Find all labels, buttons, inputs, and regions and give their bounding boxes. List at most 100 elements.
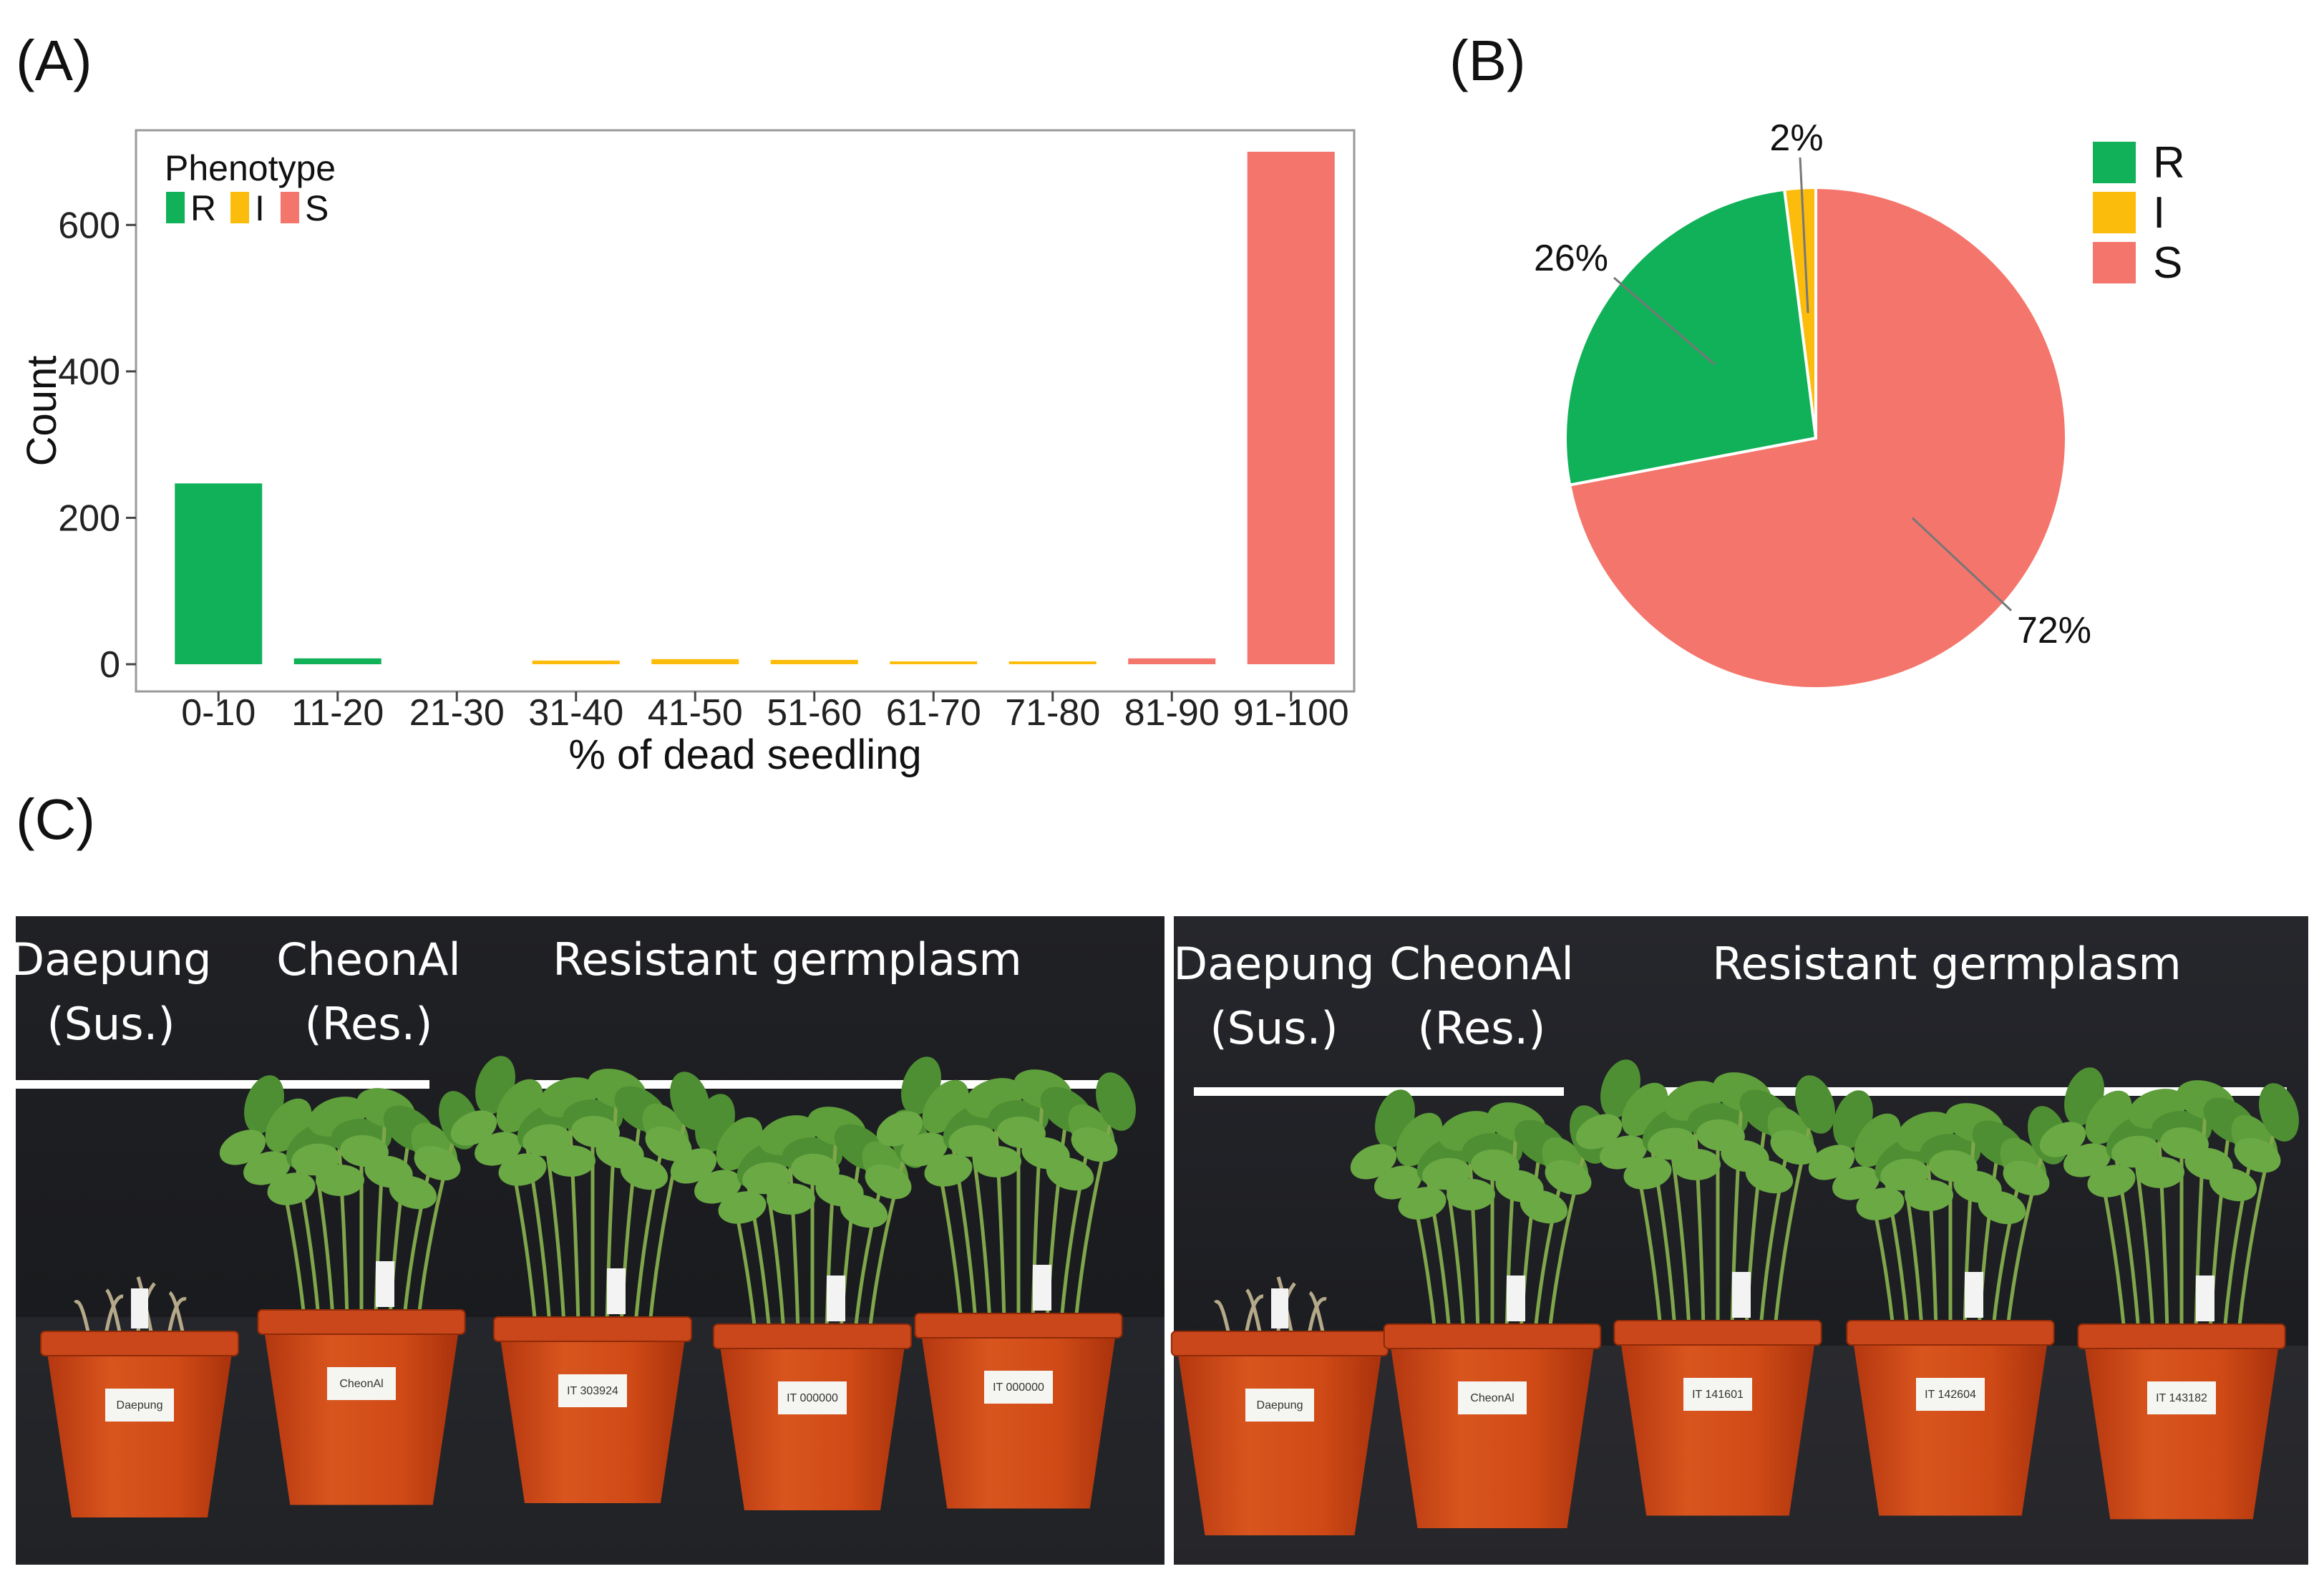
leaf: [973, 1145, 1021, 1178]
legend-swatch-S: [281, 192, 299, 223]
plant-tag: [1271, 1288, 1288, 1328]
leaf: [2136, 1156, 2184, 1189]
pie-legend-swatch-I: [2093, 192, 2136, 233]
leaf: [414, 1145, 461, 1181]
bar-41-50: [651, 659, 739, 664]
leaf: [2087, 1165, 2136, 1197]
pot: Daepung: [40, 1331, 239, 1517]
pot: IT 141601: [1613, 1320, 1822, 1516]
leaf: [900, 1132, 948, 1167]
stem: [1547, 1134, 1592, 1332]
leaf: [767, 1182, 815, 1215]
pot-rim: [1846, 1320, 2055, 1346]
leaf: [219, 1129, 266, 1165]
leaf: [1672, 1148, 1721, 1181]
photo-label-daepung: (Sus.): [1210, 1002, 1338, 1054]
leaf: [670, 1148, 717, 1184]
legend-swatch-R: [166, 192, 185, 223]
y-tick-label: 400: [58, 351, 120, 393]
y-axis-title: Count: [19, 356, 65, 467]
pot-label: [2147, 1381, 2216, 1414]
healthy-seedlings: [1575, 1059, 1835, 1328]
pot-label-text: CheonAl: [1470, 1392, 1514, 1404]
leaf: [2234, 1137, 2281, 1173]
pot-body: [262, 1317, 461, 1505]
legend-label-S: S: [305, 188, 329, 228]
pot-label-text: IT 000000: [993, 1381, 1044, 1394]
pot: IT 000000: [713, 1323, 912, 1510]
bar-11-20: [293, 658, 381, 664]
healthy-seedlings: [670, 1094, 930, 1332]
bar-0-10: [175, 483, 263, 664]
pot-rim: [1613, 1320, 1822, 1346]
healthy-seedlings: [1808, 1090, 2068, 1328]
leaf: [1520, 1190, 1568, 1224]
bar-51-60: [770, 659, 858, 664]
plot-frame: [135, 129, 1356, 693]
x-tick-label: 31-40: [528, 692, 623, 734]
stem: [2005, 1135, 2050, 1328]
photo-right: Daepung CheonAl IT 141601 IT 142604 IT 14318…: [1170, 916, 2308, 1565]
leaf: [1096, 1072, 1136, 1131]
pot-label-text: Daepung: [1257, 1399, 1303, 1412]
leaf: [316, 1164, 364, 1197]
pie-slice-R: [1564, 188, 1818, 487]
photo-label-cheonal: CheonAl: [1389, 938, 1574, 990]
pot-body: [1175, 1338, 1384, 1535]
stem: [1773, 1104, 1817, 1328]
pie-chart: 72% 26% 2% RIS: [1534, 117, 2185, 690]
leaf: [1808, 1145, 1855, 1180]
x-tick-label: 11-20: [291, 692, 384, 734]
bar-91-100: [1247, 152, 1335, 664]
plant-tag: [1732, 1272, 1751, 1318]
plant-tag: [1965, 1272, 1983, 1318]
photo-label-daepung: (Sus.): [47, 998, 175, 1050]
pot-label-text: Daepung: [117, 1399, 163, 1412]
photo-label-daepung: Daepung: [1173, 938, 1374, 990]
leaf: [1374, 1165, 1421, 1200]
pot-label: [1245, 1389, 1314, 1422]
leaf: [2003, 1160, 2050, 1196]
leaf: [267, 1172, 316, 1205]
pot-label: [327, 1367, 396, 1400]
healthy-seedlings: [876, 1056, 1136, 1321]
bars: [175, 152, 1335, 664]
pot-label: [105, 1389, 174, 1422]
pot-body: [2082, 1331, 2281, 1520]
pie-legend-label-R: R: [2153, 138, 2185, 188]
photo-label-cheonal: (Res.): [305, 998, 433, 1050]
pot-rim: [40, 1331, 239, 1356]
pot-rim: [1383, 1323, 1602, 1349]
photo-left: Daepung CheonAl IT 303924 IT 000000 IT 00000…: [10, 916, 1165, 1565]
stem: [1074, 1101, 1118, 1321]
pot-body: [718, 1331, 907, 1510]
pie-leader-S: [1911, 517, 2013, 612]
pot-label: [984, 1371, 1053, 1404]
leaf: [645, 1126, 692, 1162]
stem: [417, 1119, 461, 1318]
leaf: [1770, 1129, 1817, 1165]
plant-tag: [1033, 1265, 1051, 1311]
x-tick-label: 51-60: [767, 692, 862, 734]
plant-tag: [376, 1261, 394, 1307]
pie-labels: 72% 26% 2%: [1534, 117, 2091, 651]
plant-tag: [2196, 1276, 2214, 1321]
leaf: [840, 1194, 888, 1228]
y-tick-label: 600: [58, 205, 120, 246]
panel-label-b: (B): [1449, 29, 1526, 92]
y-tick-label: 200: [58, 497, 120, 539]
bar-71-80: [1008, 661, 1097, 664]
pot-label: [1458, 1381, 1527, 1414]
leaf: [1795, 1075, 1835, 1134]
pie-label-I: 2%: [1769, 117, 1823, 159]
leaf: [1071, 1127, 1118, 1162]
pie-legend-swatch-R: [2093, 142, 2136, 183]
leaf: [1623, 1157, 1672, 1190]
leaf: [620, 1156, 668, 1190]
pot-body: [45, 1338, 234, 1517]
x-tick-label: 61-70: [886, 692, 981, 734]
pot-rim: [1170, 1331, 1389, 1356]
pot-body: [1618, 1328, 1817, 1516]
pot-label: [1916, 1378, 1985, 1411]
leaf: [1905, 1179, 1953, 1212]
